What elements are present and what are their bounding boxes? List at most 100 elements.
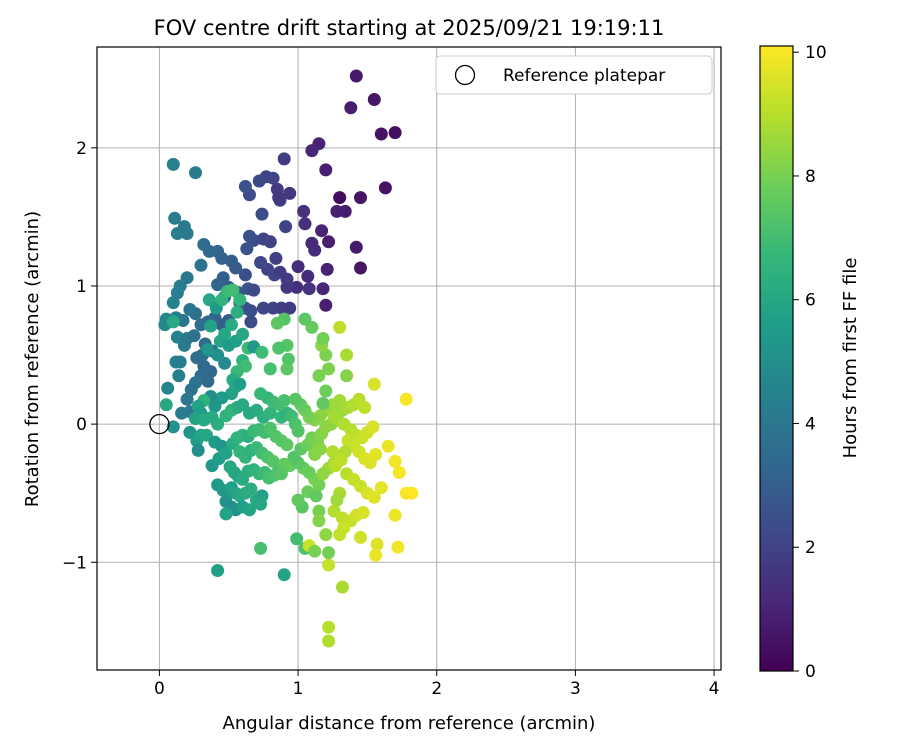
scatter-point <box>327 410 341 424</box>
colorbar-tick-label: 2 <box>805 538 816 558</box>
scatter-point <box>298 217 312 231</box>
scatter-point <box>161 381 175 395</box>
scatter-point <box>256 301 270 315</box>
scatter-point <box>255 345 269 359</box>
scatter-point <box>322 634 336 648</box>
scatter-point <box>388 126 402 140</box>
scatter-point <box>358 401 372 414</box>
y-tick-label: 0 <box>76 415 87 435</box>
scatter-point <box>233 377 247 391</box>
scatter-point <box>319 384 333 398</box>
scatter-point <box>335 580 349 594</box>
x-axis-ticks: 0 1 2 3 4 <box>154 670 719 699</box>
scatter-point <box>391 540 405 554</box>
scatter-point <box>297 204 311 218</box>
scatter-point <box>244 315 258 329</box>
x-tick-label: 1 <box>293 679 304 699</box>
legend: Reference platepar <box>435 55 713 95</box>
scatter-point <box>201 374 215 388</box>
scatter-point <box>244 482 258 496</box>
scatter-point <box>305 144 319 158</box>
scatter-point <box>279 220 293 234</box>
x-tick-label: 2 <box>431 679 442 699</box>
scatter-point <box>290 532 304 546</box>
colorbar-gradient <box>760 46 793 671</box>
scatter-point <box>378 181 392 195</box>
legend-box <box>435 55 713 95</box>
scatter-point <box>254 541 268 555</box>
scatter-point <box>309 489 323 503</box>
colorbar-tick-label: 8 <box>805 167 816 187</box>
scatter-point <box>280 272 294 286</box>
scatter-point <box>256 232 270 246</box>
scatter-point <box>369 548 383 562</box>
scatter-point <box>233 293 247 307</box>
scatter-point <box>180 392 194 406</box>
scatter-point <box>281 352 295 366</box>
scatter-point <box>283 301 297 315</box>
scatter-point <box>255 207 269 221</box>
scatter-point <box>333 320 347 334</box>
plot-area: 0 1 2 3 4 −1 0 1 2 <box>62 46 722 699</box>
colorbar-tick-label: 0 <box>805 662 816 682</box>
scatter-point <box>247 283 261 297</box>
scatter-point <box>333 528 347 542</box>
scatter-point <box>280 362 294 376</box>
scatter-point <box>316 282 330 296</box>
scatter-point <box>263 406 277 420</box>
scatter-point <box>326 445 340 459</box>
scatter-point <box>308 544 322 558</box>
scatter-point <box>320 262 334 276</box>
scatter-point <box>236 327 250 341</box>
scatter-point <box>211 417 225 431</box>
scatter-point <box>194 258 208 272</box>
scatter-point <box>219 507 233 521</box>
scatter-point <box>225 387 238 401</box>
scatter-point <box>280 438 294 452</box>
scatter-point <box>189 166 202 180</box>
plot-frame <box>96 46 722 671</box>
scatter-point <box>313 442 327 456</box>
colorbar: 0 2 4 6 8 10 Hours from first FF file <box>759 43 861 682</box>
scatter-point <box>381 439 395 453</box>
scatter-point <box>330 493 344 507</box>
reference-point <box>149 413 170 435</box>
scatter-point <box>392 466 406 479</box>
scatter-point <box>230 305 244 319</box>
scatter-point <box>252 174 266 188</box>
scatter-point <box>166 296 180 310</box>
scatter-point <box>322 546 336 560</box>
scatter-point <box>322 235 336 249</box>
scatter-point <box>277 568 291 582</box>
legend-reference-marker <box>454 64 476 86</box>
scatter-point <box>172 369 186 383</box>
chart-title: FOV centre drift starting at 2025/09/21 … <box>154 16 665 40</box>
scatter-point <box>354 191 367 205</box>
scatter-point <box>254 497 268 511</box>
scatter-point <box>322 362 336 376</box>
scatter-point <box>238 180 252 193</box>
scatter-point <box>194 318 208 332</box>
scatter-point <box>219 446 233 460</box>
scatter-point <box>319 163 333 177</box>
scatter-point <box>187 329 201 343</box>
grid <box>97 47 721 670</box>
scatter-point <box>226 283 240 297</box>
colorbar-ticks: 0 2 4 6 8 10 <box>793 43 827 682</box>
colorbar-tick-label: 6 <box>805 291 816 311</box>
scatter-point <box>290 280 304 294</box>
scatter-point <box>316 467 330 481</box>
scatter-point <box>283 186 297 200</box>
colorbar-label: Hours from first FF file <box>840 258 861 459</box>
reference-layer <box>149 413 170 435</box>
y-tick-label: −1 <box>62 553 87 573</box>
scatter-point <box>211 348 225 362</box>
scatter-point <box>354 530 367 544</box>
scatter-point <box>274 467 288 481</box>
scatter-point <box>333 191 347 205</box>
scatter-point <box>344 101 358 115</box>
x-tick-label: 0 <box>154 679 165 699</box>
scatter-point <box>291 260 305 274</box>
scatter-point <box>369 448 383 461</box>
